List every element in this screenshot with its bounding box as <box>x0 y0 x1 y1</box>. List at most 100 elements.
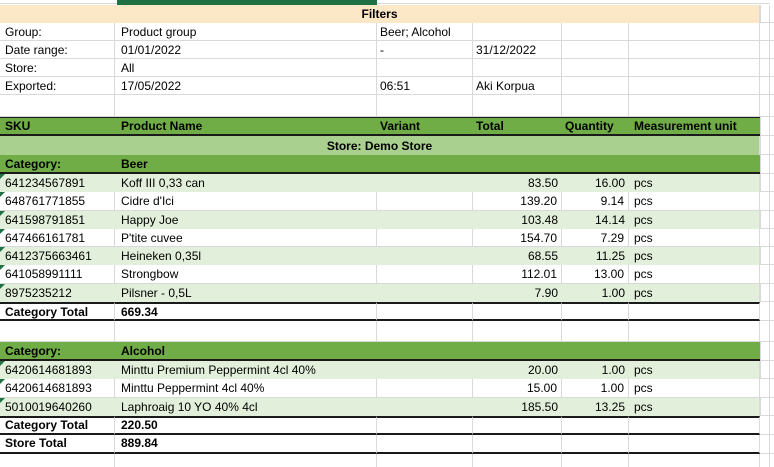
quantity-cell[interactable]: 13.00 <box>562 265 629 284</box>
total-cell[interactable]: 15.00 <box>473 379 562 398</box>
total-cell[interactable]: 185.50 <box>473 397 562 416</box>
variant-cell[interactable] <box>377 397 473 416</box>
quantity-cell[interactable]: 7.29 <box>562 228 629 248</box>
sku-cell[interactable]: 641058991111 <box>0 265 115 284</box>
cell-empty[interactable] <box>770 41 774 59</box>
total-cell[interactable]: 112.01 <box>473 265 562 284</box>
cell-empty[interactable] <box>562 453 629 467</box>
filter-label-cell[interactable]: Group: <box>0 23 115 41</box>
quantity-cell[interactable]: 1.00 <box>562 379 629 398</box>
total-cell[interactable]: 7.90 <box>473 283 562 303</box>
cell-empty[interactable] <box>0 453 115 467</box>
cell-empty[interactable] <box>377 453 473 467</box>
cell-empty[interactable] <box>760 415 770 435</box>
cell-empty[interactable] <box>760 453 770 467</box>
sku-cell[interactable]: 6412375663461 <box>0 247 115 266</box>
quantity-cell[interactable]: 1.00 <box>562 283 629 303</box>
filter-value-cell[interactable] <box>473 23 562 41</box>
total-cell[interactable]: 139.20 <box>473 192 562 211</box>
total-cell[interactable]: 83.50 <box>473 174 562 193</box>
sku-cell[interactable]: 647466161781 <box>0 228 115 248</box>
cell-empty[interactable] <box>562 321 629 343</box>
column-header-total[interactable]: Total <box>473 117 562 136</box>
cell-empty[interactable] <box>562 342 629 362</box>
category-label-cell[interactable]: Category: <box>0 342 115 362</box>
quantity-cell[interactable]: 14.14 <box>562 210 629 229</box>
cell-empty[interactable] <box>629 302 760 322</box>
cell-empty[interactable] <box>473 321 562 343</box>
cell-empty[interactable] <box>760 117 770 136</box>
cell-empty[interactable] <box>629 453 760 467</box>
product-name-cell[interactable]: Minttu Premium Peppermint 4cl 40% <box>115 361 377 380</box>
cell-empty[interactable] <box>770 435 774 454</box>
cell-empty[interactable] <box>760 265 770 284</box>
filters-title-cell[interactable]: Filters <box>0 5 760 23</box>
column-header-variant[interactable]: Variant <box>377 117 473 136</box>
cell-empty[interactable] <box>760 174 770 193</box>
category-label-cell[interactable]: Category: <box>0 155 115 174</box>
filter-value-cell[interactable]: 06:51 <box>377 77 473 95</box>
filter-label-cell[interactable]: Exported: <box>0 77 115 95</box>
cell-empty[interactable] <box>760 59 770 77</box>
cell-empty[interactable] <box>760 210 770 229</box>
product-name-cell[interactable]: Heineken 0,35l <box>115 247 377 266</box>
variant-cell[interactable] <box>377 283 473 303</box>
column-header-quantity[interactable]: Quantity <box>562 117 629 136</box>
cell-empty[interactable] <box>760 5 770 23</box>
category-total-value-cell[interactable]: 669.34 <box>115 302 377 322</box>
cell-empty[interactable] <box>770 5 774 23</box>
sku-cell[interactable]: 648761771855 <box>0 192 115 211</box>
column-header-measurement-unit[interactable]: Measurement unit <box>629 117 760 136</box>
cell-empty[interactable] <box>770 211 774 229</box>
measurement-unit-cell[interactable]: pcs <box>629 228 760 248</box>
variant-cell[interactable] <box>377 192 473 211</box>
cell-empty[interactable] <box>760 342 770 362</box>
cell-empty[interactable] <box>760 155 770 174</box>
measurement-unit-cell[interactable]: pcs <box>629 247 760 266</box>
cell-empty[interactable] <box>629 41 760 59</box>
filter-value-cell[interactable]: 01/01/2022 <box>115 41 377 59</box>
variant-cell[interactable] <box>377 174 473 193</box>
quantity-cell[interactable]: 11.25 <box>562 247 629 266</box>
cell-empty[interactable] <box>629 59 760 77</box>
cell-empty[interactable] <box>562 95 629 117</box>
product-name-cell[interactable]: P'tite cuvee <box>115 228 377 248</box>
total-cell[interactable]: 68.55 <box>473 247 562 266</box>
cell-empty[interactable] <box>770 77 774 95</box>
sku-cell[interactable]: 6420614681893 <box>0 379 115 398</box>
measurement-unit-cell[interactable]: pcs <box>629 379 760 398</box>
category-total-label-cell[interactable]: Category Total <box>0 302 115 322</box>
cell-empty[interactable] <box>770 398 774 416</box>
filter-value-cell[interactable]: Beer; Alcohol <box>377 23 473 41</box>
product-name-cell[interactable]: Happy Joe <box>115 210 377 229</box>
filter-label-cell[interactable]: Store: <box>0 59 115 77</box>
cell-empty[interactable] <box>770 229 774 248</box>
cell-empty[interactable] <box>760 434 770 454</box>
cell-empty[interactable] <box>473 155 562 174</box>
cell-empty[interactable] <box>562 77 629 95</box>
sku-cell[interactable]: 5010019640260 <box>0 397 115 416</box>
cell-empty[interactable] <box>473 434 562 454</box>
variant-cell[interactable] <box>377 210 473 229</box>
total-cell[interactable]: 20.00 <box>473 361 562 380</box>
store-banner-cell[interactable]: Store: Demo Store <box>0 136 760 155</box>
cell-empty[interactable] <box>473 95 562 117</box>
cell-empty[interactable] <box>377 302 473 322</box>
cell-empty[interactable] <box>760 379 770 398</box>
column-header-sku[interactable]: SKU <box>0 117 115 136</box>
sku-cell[interactable]: 641598791851 <box>0 210 115 229</box>
total-cell[interactable]: 154.70 <box>473 228 562 248</box>
cell-empty[interactable] <box>760 302 770 322</box>
cell-empty[interactable] <box>770 379 774 398</box>
cell-empty[interactable] <box>562 415 629 435</box>
cell-empty[interactable] <box>629 321 760 343</box>
cell-empty[interactable] <box>629 155 760 174</box>
variant-cell[interactable] <box>377 379 473 398</box>
store-total-label-cell[interactable]: Store Total <box>0 434 115 454</box>
cell-empty[interactable] <box>115 95 377 117</box>
cell-empty[interactable] <box>377 342 473 362</box>
cell-empty[interactable] <box>770 247 774 266</box>
product-name-cell[interactable]: Minttu Peppermint 4cl 40% <box>115 379 377 398</box>
cell-empty[interactable] <box>629 95 760 117</box>
cell-empty[interactable] <box>770 284 774 303</box>
